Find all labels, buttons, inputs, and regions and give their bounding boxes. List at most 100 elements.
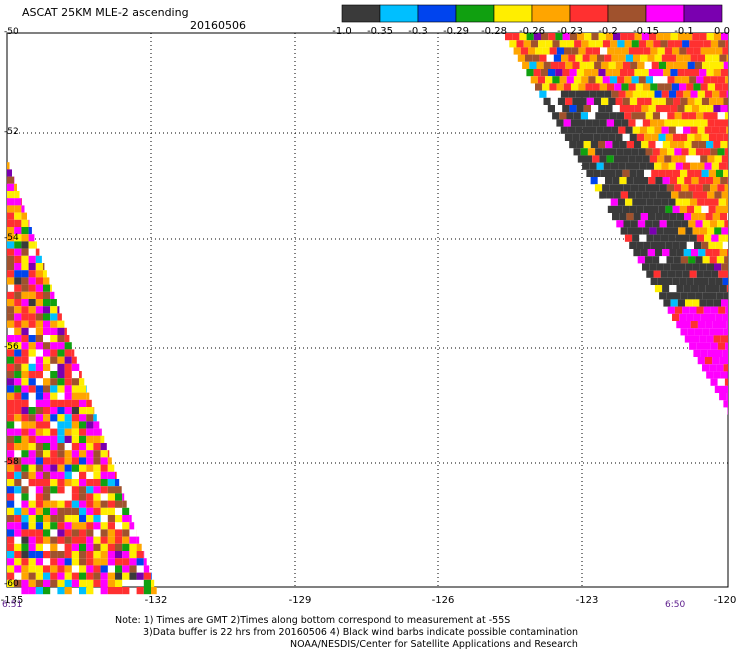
swath-pixel bbox=[593, 133, 601, 141]
swath-pixel bbox=[602, 40, 611, 48]
swath-pixel bbox=[679, 277, 687, 285]
swath-pixel bbox=[633, 249, 641, 257]
swath-pixel bbox=[35, 270, 43, 278]
swath-pixel bbox=[107, 493, 115, 501]
swath-pixel bbox=[71, 536, 79, 544]
swath-pixel bbox=[710, 342, 718, 350]
swath-pixel bbox=[647, 126, 655, 134]
swath-pixel bbox=[725, 198, 728, 206]
swath-pixel bbox=[7, 565, 15, 573]
swath-pixel bbox=[677, 69, 685, 77]
swath-pixel bbox=[657, 277, 665, 285]
swath-pixel bbox=[563, 119, 571, 127]
swath-pixel bbox=[28, 270, 36, 278]
swath-pixel bbox=[714, 191, 722, 199]
swath-pixel bbox=[86, 565, 94, 573]
swath-pixel bbox=[21, 313, 29, 321]
swath-pixel bbox=[629, 133, 637, 141]
swath-pixel bbox=[79, 500, 87, 508]
swath-pixel bbox=[585, 47, 593, 55]
swath-pixel bbox=[659, 220, 667, 228]
swath-pixel bbox=[7, 443, 15, 451]
swath-pixel bbox=[7, 464, 15, 472]
swath-pixel bbox=[71, 399, 79, 407]
swath-pixel bbox=[540, 69, 548, 77]
swath-pixel bbox=[636, 133, 645, 141]
swath-pixel bbox=[7, 169, 12, 177]
swath-pixel bbox=[35, 471, 43, 479]
map-title: ASCAT 25KM MLE-2 ascending bbox=[22, 6, 189, 19]
swath-pixel bbox=[683, 126, 691, 134]
swath-pixel bbox=[674, 306, 683, 314]
swath-pixel bbox=[129, 551, 137, 559]
swath-pixel bbox=[50, 414, 58, 422]
swath-pixel bbox=[670, 33, 678, 41]
swath-pixel bbox=[100, 587, 108, 595]
swath-pixel bbox=[699, 33, 707, 41]
swath-pixel bbox=[673, 97, 681, 105]
swath-pixel bbox=[686, 47, 694, 55]
swath-pixel bbox=[14, 464, 22, 472]
swath-pixel bbox=[14, 543, 22, 551]
colorbar-tick-label: -0.23 bbox=[557, 26, 583, 37]
swath-pixel bbox=[710, 148, 718, 156]
swath-pixel bbox=[628, 191, 636, 199]
swath-pixel bbox=[35, 421, 43, 429]
swath-pixel bbox=[115, 551, 123, 559]
swath-pixel bbox=[697, 162, 705, 170]
swath-pixel bbox=[35, 486, 43, 494]
swath-pixel bbox=[28, 306, 36, 314]
swath-pixel bbox=[585, 119, 593, 127]
swath-pixel bbox=[702, 292, 710, 300]
swath-pixel bbox=[702, 328, 710, 336]
swath-pixel bbox=[697, 357, 705, 365]
swath-pixel bbox=[648, 69, 656, 77]
swath-pixel bbox=[607, 47, 615, 55]
swath-pixel bbox=[35, 522, 43, 530]
swath-pixel bbox=[673, 292, 681, 300]
swath-pixel bbox=[57, 507, 65, 515]
swath-pixel bbox=[716, 61, 724, 69]
swath-pixel bbox=[35, 320, 43, 328]
swath-pixel bbox=[645, 76, 654, 84]
swath-pixel bbox=[64, 587, 72, 595]
swath-pixel bbox=[79, 421, 87, 429]
swath-pixel bbox=[35, 565, 43, 573]
swath-pixel bbox=[100, 428, 102, 436]
swath-pixel bbox=[86, 500, 94, 508]
swath-pixel bbox=[630, 220, 638, 228]
swath-pixel bbox=[28, 464, 36, 472]
swath-pixel bbox=[709, 292, 717, 300]
swath-pixel bbox=[43, 313, 51, 321]
swath-pixel bbox=[57, 536, 65, 544]
swath-pixel bbox=[699, 335, 707, 343]
swath-pixel bbox=[623, 184, 631, 192]
swath-pixel bbox=[86, 515, 94, 523]
swath-pixel bbox=[576, 141, 584, 149]
swath-pixel bbox=[21, 335, 29, 343]
swath-pixel bbox=[28, 421, 36, 429]
swath-pixel bbox=[100, 457, 108, 465]
swath-pixel bbox=[665, 97, 674, 105]
swath-pixel bbox=[79, 371, 82, 379]
swath-pixel bbox=[43, 464, 51, 472]
swath-pixel bbox=[678, 191, 686, 199]
swath-pixel bbox=[625, 54, 633, 62]
swath-pixel bbox=[93, 565, 101, 573]
colorbar-tick-label: -0.2 bbox=[598, 26, 618, 37]
swath-pixel bbox=[654, 285, 663, 293]
swath-pixel bbox=[605, 33, 613, 41]
swath-pixel bbox=[43, 428, 51, 436]
swath-pixel bbox=[655, 141, 663, 149]
swath-pixel bbox=[620, 69, 628, 77]
swath-pixel bbox=[50, 342, 58, 350]
swath-pixel bbox=[93, 572, 101, 580]
swath-pixel bbox=[71, 356, 77, 364]
swath-pixel bbox=[660, 234, 669, 242]
swath-pixel bbox=[21, 587, 29, 595]
swath-pixel bbox=[35, 572, 43, 580]
swath-pixel bbox=[670, 69, 678, 77]
swath-pixel bbox=[708, 47, 716, 55]
swath-pixel bbox=[35, 515, 43, 523]
